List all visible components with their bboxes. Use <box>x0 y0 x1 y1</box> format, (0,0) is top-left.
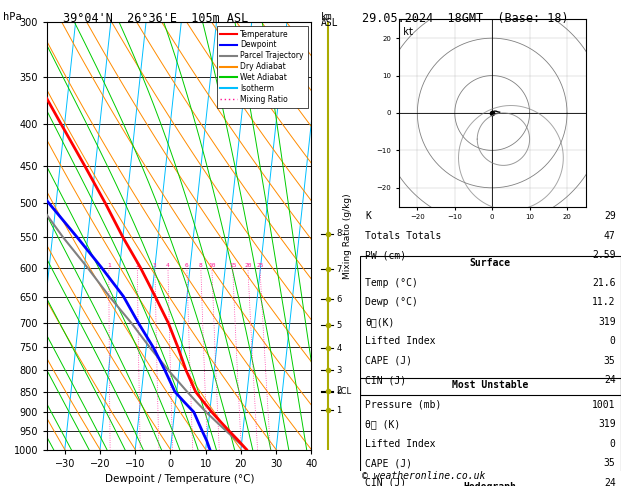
Text: © weatheronline.co.uk: © weatheronline.co.uk <box>362 471 485 481</box>
Text: Mixing Ratio (g/kg): Mixing Ratio (g/kg) <box>343 193 352 278</box>
Bar <box>360 481 621 486</box>
Text: 5: 5 <box>337 321 342 330</box>
Text: Pressure (mb): Pressure (mb) <box>365 399 442 410</box>
Text: 1001: 1001 <box>592 399 616 410</box>
Text: 2.59: 2.59 <box>592 250 616 260</box>
Text: Dewp (°C): Dewp (°C) <box>365 297 418 307</box>
Text: 39°04'N  26°36'E  105m ASL: 39°04'N 26°36'E 105m ASL <box>63 12 248 25</box>
Text: 10: 10 <box>208 263 216 268</box>
Text: 3: 3 <box>337 366 342 375</box>
Text: Hodograph: Hodograph <box>464 483 517 486</box>
Text: K: K <box>365 211 371 222</box>
Legend: Temperature, Dewpoint, Parcel Trajectory, Dry Adiabat, Wet Adiabat, Isotherm, Mi: Temperature, Dewpoint, Parcel Trajectory… <box>216 26 308 108</box>
Text: 6: 6 <box>185 263 189 268</box>
Text: Temp (°C): Temp (°C) <box>365 278 418 288</box>
Text: 25: 25 <box>256 263 264 268</box>
Text: Lifted Index: Lifted Index <box>365 438 435 449</box>
Text: 4: 4 <box>337 344 342 353</box>
Bar <box>360 378 621 486</box>
Text: 4: 4 <box>166 263 170 268</box>
Text: CIN (J): CIN (J) <box>365 375 406 385</box>
Text: 319: 319 <box>598 419 616 429</box>
Text: 2: 2 <box>135 263 139 268</box>
Text: kt: kt <box>403 27 414 37</box>
Text: 8: 8 <box>199 263 203 268</box>
Text: 11.2: 11.2 <box>592 297 616 307</box>
Text: Surface: Surface <box>470 258 511 268</box>
Text: ASL: ASL <box>321 18 338 28</box>
Text: θᴇ (K): θᴇ (K) <box>365 419 400 429</box>
Text: 15: 15 <box>229 263 237 268</box>
Text: 0: 0 <box>610 336 616 346</box>
Text: 1: 1 <box>337 406 342 415</box>
Text: 29.05.2024  18GMT  (Base: 18): 29.05.2024 18GMT (Base: 18) <box>362 12 568 25</box>
Text: CAPE (J): CAPE (J) <box>365 356 412 366</box>
Text: 24: 24 <box>604 478 616 486</box>
Text: 8: 8 <box>337 229 342 239</box>
Text: 0: 0 <box>610 438 616 449</box>
Text: 35: 35 <box>604 458 616 468</box>
Text: 35: 35 <box>604 356 616 366</box>
Text: 29: 29 <box>604 211 616 222</box>
Text: hPa: hPa <box>3 12 22 22</box>
Bar <box>360 256 621 396</box>
X-axis label: Dewpoint / Temperature (°C): Dewpoint / Temperature (°C) <box>104 474 254 484</box>
Text: θᴇ(K): θᴇ(K) <box>365 317 394 327</box>
Text: 21.6: 21.6 <box>592 278 616 288</box>
Text: 7: 7 <box>337 265 342 274</box>
Text: 47: 47 <box>604 231 616 241</box>
Text: PW (cm): PW (cm) <box>365 250 406 260</box>
Text: 3: 3 <box>153 263 157 268</box>
Text: 1: 1 <box>107 263 111 268</box>
Text: LCL: LCL <box>337 387 352 396</box>
Text: 319: 319 <box>598 317 616 327</box>
Text: 24: 24 <box>604 375 616 385</box>
Text: 20: 20 <box>244 263 252 268</box>
Text: km: km <box>321 12 333 22</box>
Text: CIN (J): CIN (J) <box>365 478 406 486</box>
Text: CAPE (J): CAPE (J) <box>365 458 412 468</box>
Text: 2: 2 <box>337 386 342 395</box>
Text: Lifted Index: Lifted Index <box>365 336 435 346</box>
Text: Totals Totals: Totals Totals <box>365 231 442 241</box>
Text: Most Unstable: Most Unstable <box>452 380 528 390</box>
Text: 6: 6 <box>337 295 342 304</box>
